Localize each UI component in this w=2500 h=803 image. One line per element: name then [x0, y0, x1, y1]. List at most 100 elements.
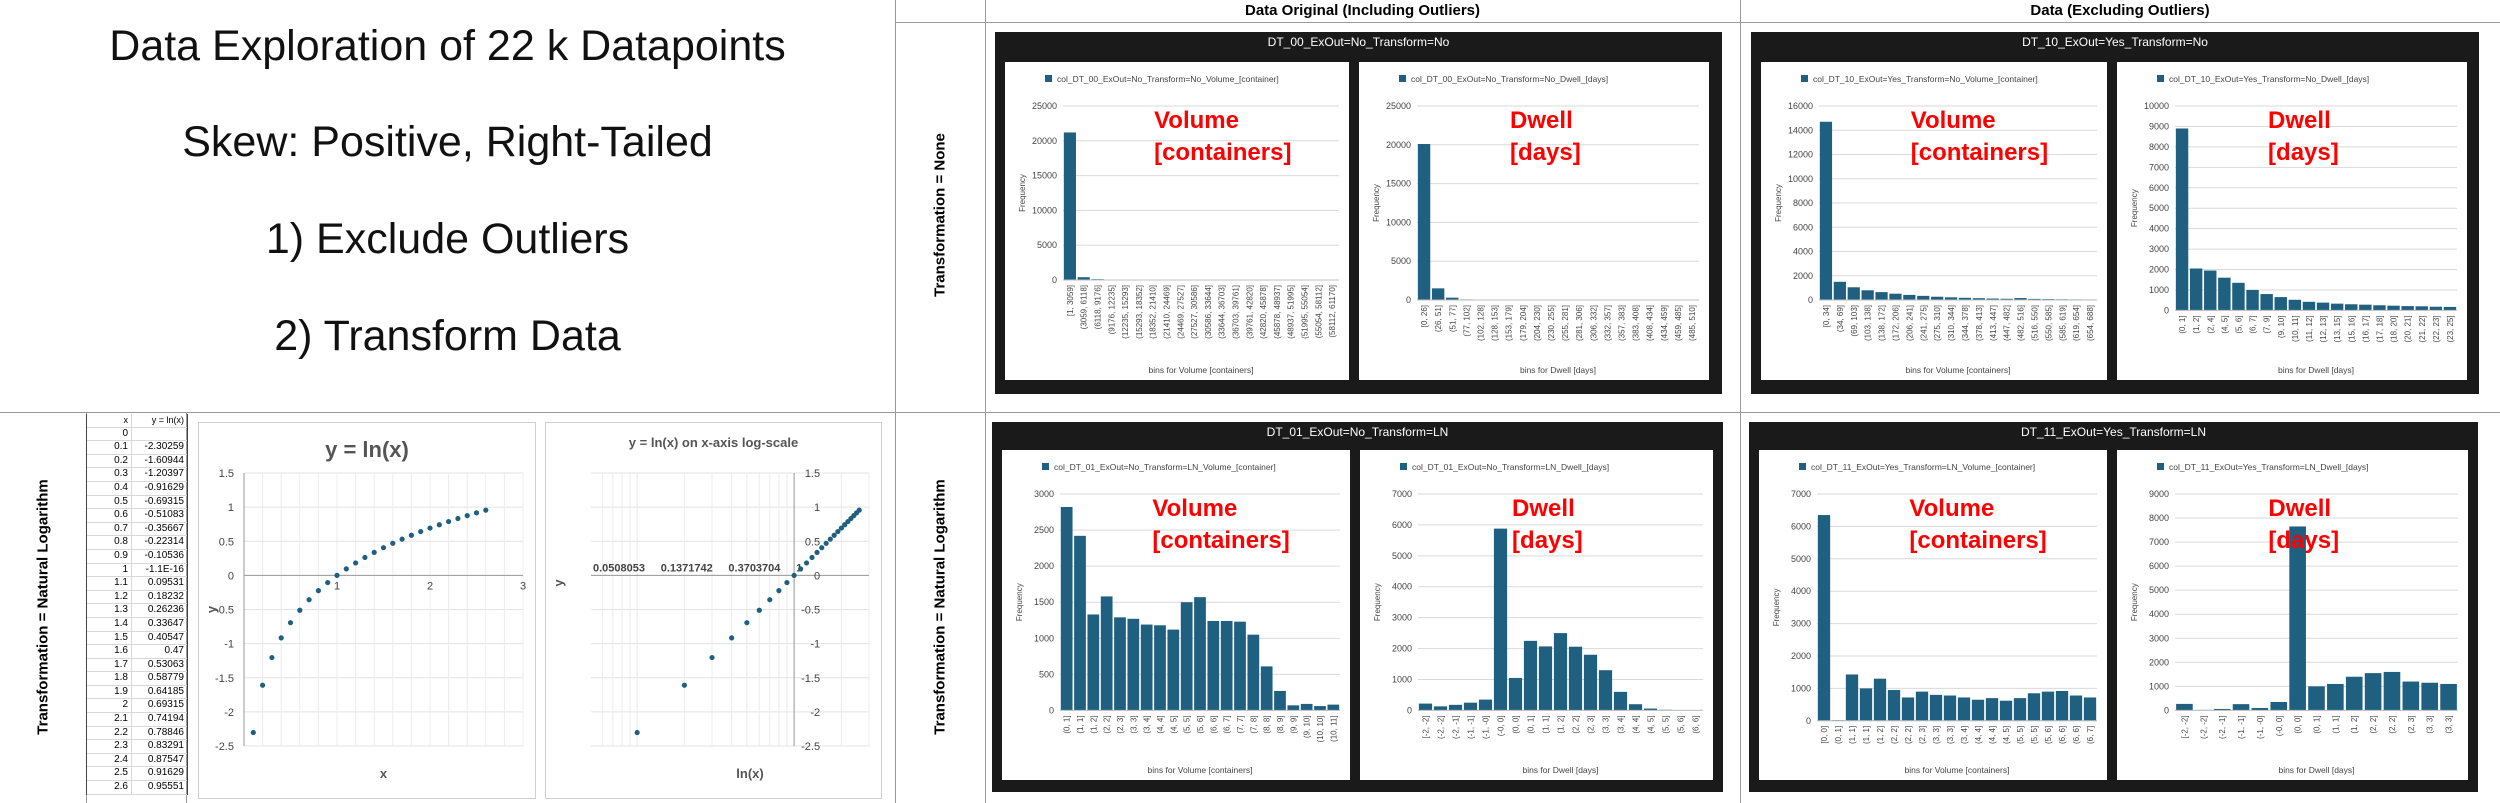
scatter-point: [464, 513, 470, 519]
scatter-point: [334, 572, 340, 578]
histogram-bar: [1140, 624, 1153, 711]
x-tick-label: (3, 3]: [2445, 715, 2454, 733]
scatter-point: [343, 566, 349, 572]
x-tick-label: 0.1371742: [661, 562, 713, 574]
histogram-bar: [2401, 306, 2414, 311]
histogram-bar: [1523, 640, 1538, 711]
x-tick-label: (0, 1]: [1527, 715, 1536, 733]
x-tick-label: [0, 34]: [1822, 305, 1831, 327]
x-tick-label: (516, 550]: [2030, 305, 2039, 341]
histogram-bar: [1418, 703, 1433, 711]
table-cell-x: 0.7: [87, 522, 132, 536]
table-cell-y: 0.78846: [147, 726, 184, 738]
panel-dt11: DT_11_ExOut=Yes_Transform=LN col_DT_11_E…: [1749, 422, 2478, 792]
x-tick-label: (21410, 24469]: [1163, 285, 1172, 339]
y-tick-label: 7000: [2149, 537, 2169, 547]
x-tick-label: (5, 5]: [1183, 715, 1192, 733]
x-tick-label: (1, 2]: [2350, 715, 2359, 733]
y-tick-label: 6000: [2149, 183, 2169, 193]
x-tick-label: (0, 1]: [2313, 715, 2322, 733]
chart-dt01-dwell: col_DT_01_ExOut=No_Transform=LN_Dwell_[d…: [1360, 450, 1713, 780]
table-row: 1.1 0.09531: [87, 577, 187, 591]
panel-dt00-title: DT_00_ExOut=No_Transform=No: [1267, 35, 1450, 49]
table-row: 2.6 0.95551: [87, 781, 187, 795]
y-tick-label: 1.5: [805, 468, 820, 480]
x-tick-label: (48937, 51995]: [1287, 285, 1296, 339]
x-tick-label: (2, 2]: [1904, 726, 1913, 744]
x-axis-label: bins for Dwell [days]: [1522, 765, 1598, 775]
scatter-point: [842, 522, 848, 528]
histogram-bar: [1901, 697, 1915, 721]
chart-dt01-volume: col_DT_01_ExOut=No_Transform=LN_Volume_[…: [1002, 450, 1350, 780]
legend-swatch: [1045, 75, 1052, 82]
histogram-bar: [1889, 293, 1902, 300]
y-tick-label: 15000: [1032, 171, 1057, 181]
x-tick-label: [-2, -2]: [2180, 715, 2189, 738]
overlay-label-line2: [days]: [2268, 139, 2339, 166]
y-tick-label: 7000: [1392, 489, 1412, 499]
x-tick-label: (-0, 0]: [2275, 715, 2284, 736]
x-tick-label: (5, 6]: [1196, 715, 1205, 733]
histogram-bar: [1167, 629, 1180, 711]
overlay-label-line2: [days]: [2268, 527, 2339, 554]
histogram-bar: [2289, 526, 2306, 711]
histogram-bar: [1463, 702, 1478, 711]
histogram-bar: [2260, 294, 2273, 311]
table-cell-y: -0.51083: [144, 509, 184, 521]
x-tick-label: (10, 11]: [1329, 715, 1338, 742]
table-cell-y: 0.83291: [147, 740, 184, 752]
x-tick-label: (138, 172]: [1878, 305, 1887, 341]
y-tick-label: 3000: [1034, 489, 1054, 499]
table-cell-x: 1.2: [87, 590, 132, 604]
table-cell-x: 2: [87, 699, 132, 713]
header-original: Data Original (Including Outliers): [1244, 2, 1481, 19]
x-tick-label: (3, 4]: [1960, 726, 1969, 744]
histogram-bar: [1127, 618, 1140, 711]
table-row: 1.2 0.18232: [87, 590, 187, 605]
histogram-bar: [1194, 597, 1206, 711]
histogram-bar: [2175, 128, 2189, 311]
y-tick-label: 5000: [1391, 256, 1411, 266]
chart-title: y = ln(x) on x-axis log-scale: [629, 435, 798, 450]
histogram-bar: [1628, 704, 1643, 711]
x-tick-label: 3: [520, 580, 526, 592]
histogram-bar: [2083, 697, 2097, 721]
histogram-bar: [1508, 677, 1523, 711]
x-tick-label: (3, 3]: [1946, 726, 1955, 744]
y-tick-label: 5000: [1037, 240, 1057, 250]
table-cell-y: 0.40547: [147, 631, 184, 643]
x-tick-label: (0, 1]: [2178, 315, 2187, 333]
histogram-bar: [1986, 298, 1999, 300]
table-cell-y: 0.53063: [147, 658, 184, 670]
x-tick-label: (654, 688]: [2086, 305, 2095, 341]
x-tick-label: (3, 3]: [1602, 715, 1611, 733]
scatter-point: [390, 540, 396, 546]
x-tick-label: (6, 6]: [2058, 726, 2067, 744]
scatter-point: [455, 515, 461, 522]
x-tick-label: (26, 51]: [1434, 305, 1443, 332]
histogram-bar: [1957, 697, 1971, 721]
scatter-point: [269, 654, 275, 661]
x-tick-label: (179, 204]: [1519, 305, 1528, 341]
legend-swatch: [1799, 463, 1806, 470]
y-tick-label: 2000: [2149, 657, 2169, 667]
table-cell-x: 0.6: [87, 509, 132, 522]
y-tick-label: 6000: [1791, 521, 1811, 531]
histogram-bar: [2270, 701, 2288, 711]
scatter-point: [473, 510, 480, 516]
x-tick-label: (2, 3]: [1587, 715, 1596, 733]
histogram-bar: [2402, 681, 2420, 711]
histogram-bar: [1929, 694, 1943, 721]
y-tick-label: 0: [2164, 305, 2169, 315]
x-tick-label: (15293, 18352]: [1135, 285, 1144, 339]
x-tick-label: (1, 2]: [2192, 315, 2201, 333]
grid-line-v1: [895, 0, 896, 803]
table-row: 1.9 0.64185: [87, 685, 187, 700]
y-tick-label: -2: [810, 707, 820, 719]
histogram-bar: [2000, 298, 2013, 300]
table-cell-y: 0.47: [164, 645, 184, 657]
table-cell-x: 0: [87, 427, 132, 441]
y-axis-label: Frequency: [1373, 583, 1382, 621]
scatter-point: [798, 566, 804, 572]
table-cell-x: 1.3: [87, 604, 132, 617]
